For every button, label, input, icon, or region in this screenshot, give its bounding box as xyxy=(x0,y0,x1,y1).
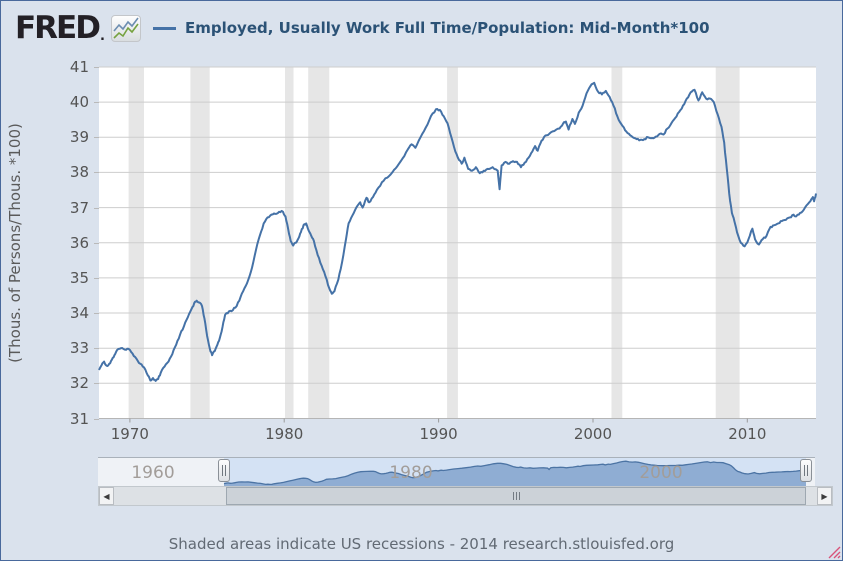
x-tick-label: 2010 xyxy=(728,425,767,443)
y-tick-label: 35 xyxy=(69,268,89,287)
right-arrow-icon: ▶ xyxy=(821,491,828,501)
y-tick-label: 31 xyxy=(69,409,89,428)
series-line xyxy=(98,81,817,382)
fred-logo[interactable]: FRED . xyxy=(15,9,141,47)
scroll-left-button[interactable]: ◀ xyxy=(99,487,114,505)
y-axis-tickmark xyxy=(94,348,99,350)
minimap-year-label: 1960 xyxy=(131,463,175,483)
y-tick-label: 36 xyxy=(69,233,89,252)
minimap-year-label: 2000 xyxy=(639,463,683,483)
y-axis-tickmark xyxy=(94,418,99,420)
range-handle-right[interactable] xyxy=(800,459,812,482)
y-axis-tickmark xyxy=(94,102,99,104)
x-tick-label: 1970 xyxy=(110,425,149,443)
main-chart-svg xyxy=(98,66,817,423)
y-axis-tickmark xyxy=(94,207,99,209)
y-axis-tickmark xyxy=(94,277,99,279)
x-tick-label: 1990 xyxy=(419,425,458,443)
minimap-range-selector[interactable]: 1960 1980 2000 xyxy=(98,457,815,487)
range-handle-left[interactable] xyxy=(218,459,230,482)
resize-grip-icon[interactable] xyxy=(828,546,841,559)
left-arrow-icon: ◀ xyxy=(103,491,110,501)
y-tick-label: 39 xyxy=(69,128,89,147)
y-axis-tickmark xyxy=(94,172,99,174)
scroll-right-button[interactable]: ▶ xyxy=(817,487,832,505)
fred-logo-registered-mark: . xyxy=(99,29,105,44)
y-tick-label: 33 xyxy=(69,339,89,358)
minimap-area-fill xyxy=(224,461,806,487)
recession-note: Shaded areas indicate US recessions - 20… xyxy=(168,535,675,553)
y-tick-label: 38 xyxy=(69,163,89,182)
y-tick-label: 41 xyxy=(69,58,89,76)
y-axis-tickmark xyxy=(94,242,99,244)
fred-line-chart-icon xyxy=(110,14,141,42)
minimap-area-chart xyxy=(223,460,807,487)
y-tick-label: 32 xyxy=(69,374,89,393)
x-tick-label: 1980 xyxy=(265,425,304,443)
plot-area[interactable] xyxy=(98,66,817,423)
y-tick-label: 37 xyxy=(69,198,89,217)
range-scrollbar-track[interactable]: ◀ ▶ xyxy=(98,486,833,506)
minimap-year-label: 1980 xyxy=(389,463,433,483)
series-legend: Employed, Usually Work Full Time/Populat… xyxy=(153,15,710,41)
y-axis-tickmark xyxy=(94,67,99,68)
x-tick-label: 2000 xyxy=(573,425,613,443)
minimap-area-line xyxy=(223,460,807,486)
y-axis-tickmark xyxy=(94,313,99,315)
series-title: Employed, Usually Work Full Time/Populat… xyxy=(185,19,710,37)
y-axis-tickmark xyxy=(94,383,99,385)
y-tick-label: 34 xyxy=(69,304,89,323)
y-axis-tickmark xyxy=(94,137,99,139)
fred-logo-text: FRED xyxy=(15,10,101,46)
scrollbar-thumb[interactable] xyxy=(226,487,806,505)
series-color-swatch xyxy=(153,26,176,30)
y-tick-label: 40 xyxy=(69,93,89,112)
